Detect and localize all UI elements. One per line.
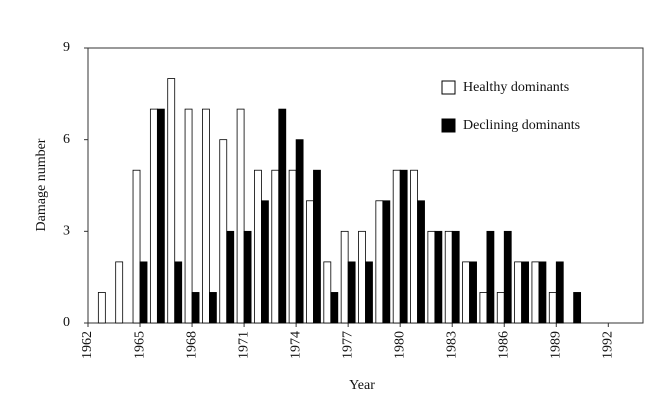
bar xyxy=(184,108,193,324)
x-tick-label: 1965 xyxy=(132,331,147,359)
bar xyxy=(115,261,124,324)
bar xyxy=(503,230,512,324)
bar xyxy=(382,200,391,324)
bar xyxy=(271,169,280,324)
y-tick-label: 3 xyxy=(63,224,70,239)
x-axis-label: Year xyxy=(349,378,375,393)
bar xyxy=(427,230,436,324)
bar xyxy=(399,169,408,324)
bar xyxy=(156,108,165,324)
bar xyxy=(375,200,384,324)
x-tick-label: 1992 xyxy=(601,331,616,359)
x-tick-label: 1977 xyxy=(340,331,355,359)
x-tick-label: 1986 xyxy=(496,331,511,359)
x-tick-label: 1968 xyxy=(184,331,199,359)
bar xyxy=(219,139,228,324)
y-axis-label: Damage number xyxy=(34,138,49,231)
bar xyxy=(226,230,235,324)
bar xyxy=(365,261,373,324)
bar xyxy=(243,230,252,324)
x-tick-label: 1983 xyxy=(444,331,459,359)
bar xyxy=(306,200,314,324)
x-tick-label: 1971 xyxy=(236,331,251,359)
bar xyxy=(434,230,443,324)
bar xyxy=(191,292,200,324)
bar xyxy=(417,200,425,324)
bar xyxy=(149,108,158,324)
bar xyxy=(97,292,106,324)
legend-swatch xyxy=(441,118,456,133)
bar xyxy=(209,292,217,324)
bar xyxy=(469,261,477,324)
bar xyxy=(548,292,557,324)
bar xyxy=(521,261,529,324)
bar xyxy=(451,230,460,324)
bar xyxy=(340,230,349,324)
bar xyxy=(392,169,401,324)
x-tick-label: 1962 xyxy=(80,331,95,359)
x-tick-label: 1989 xyxy=(549,331,564,359)
bar xyxy=(323,261,332,324)
bar xyxy=(573,292,582,324)
bar xyxy=(358,230,366,324)
bar xyxy=(410,169,418,324)
bar xyxy=(295,139,304,324)
bar xyxy=(479,292,488,324)
bar xyxy=(236,108,245,324)
bar xyxy=(139,261,148,324)
legend-label: Healthy dominants xyxy=(463,80,569,95)
legend-swatch xyxy=(441,80,456,95)
bar xyxy=(313,169,321,324)
legend-label: Declining dominants xyxy=(463,118,580,133)
bar xyxy=(288,169,297,324)
bar xyxy=(202,108,210,324)
bar xyxy=(444,230,453,324)
bar xyxy=(278,108,287,324)
y-tick-label: 0 xyxy=(63,315,70,330)
bar xyxy=(254,169,262,324)
bar xyxy=(261,200,269,324)
x-tick-label: 1974 xyxy=(288,331,303,359)
bar xyxy=(555,261,564,324)
bar xyxy=(496,292,505,324)
bar xyxy=(486,230,495,324)
bar xyxy=(330,292,339,324)
bar xyxy=(167,78,176,324)
bar xyxy=(174,261,183,324)
y-tick-label: 6 xyxy=(63,132,70,147)
bar xyxy=(538,261,547,324)
bar xyxy=(347,261,356,324)
y-tick-label: 9 xyxy=(63,40,70,55)
bar xyxy=(462,261,470,324)
bar xyxy=(132,169,141,324)
x-tick-label: 1980 xyxy=(392,331,407,359)
bar xyxy=(531,261,540,324)
bar xyxy=(514,261,522,324)
